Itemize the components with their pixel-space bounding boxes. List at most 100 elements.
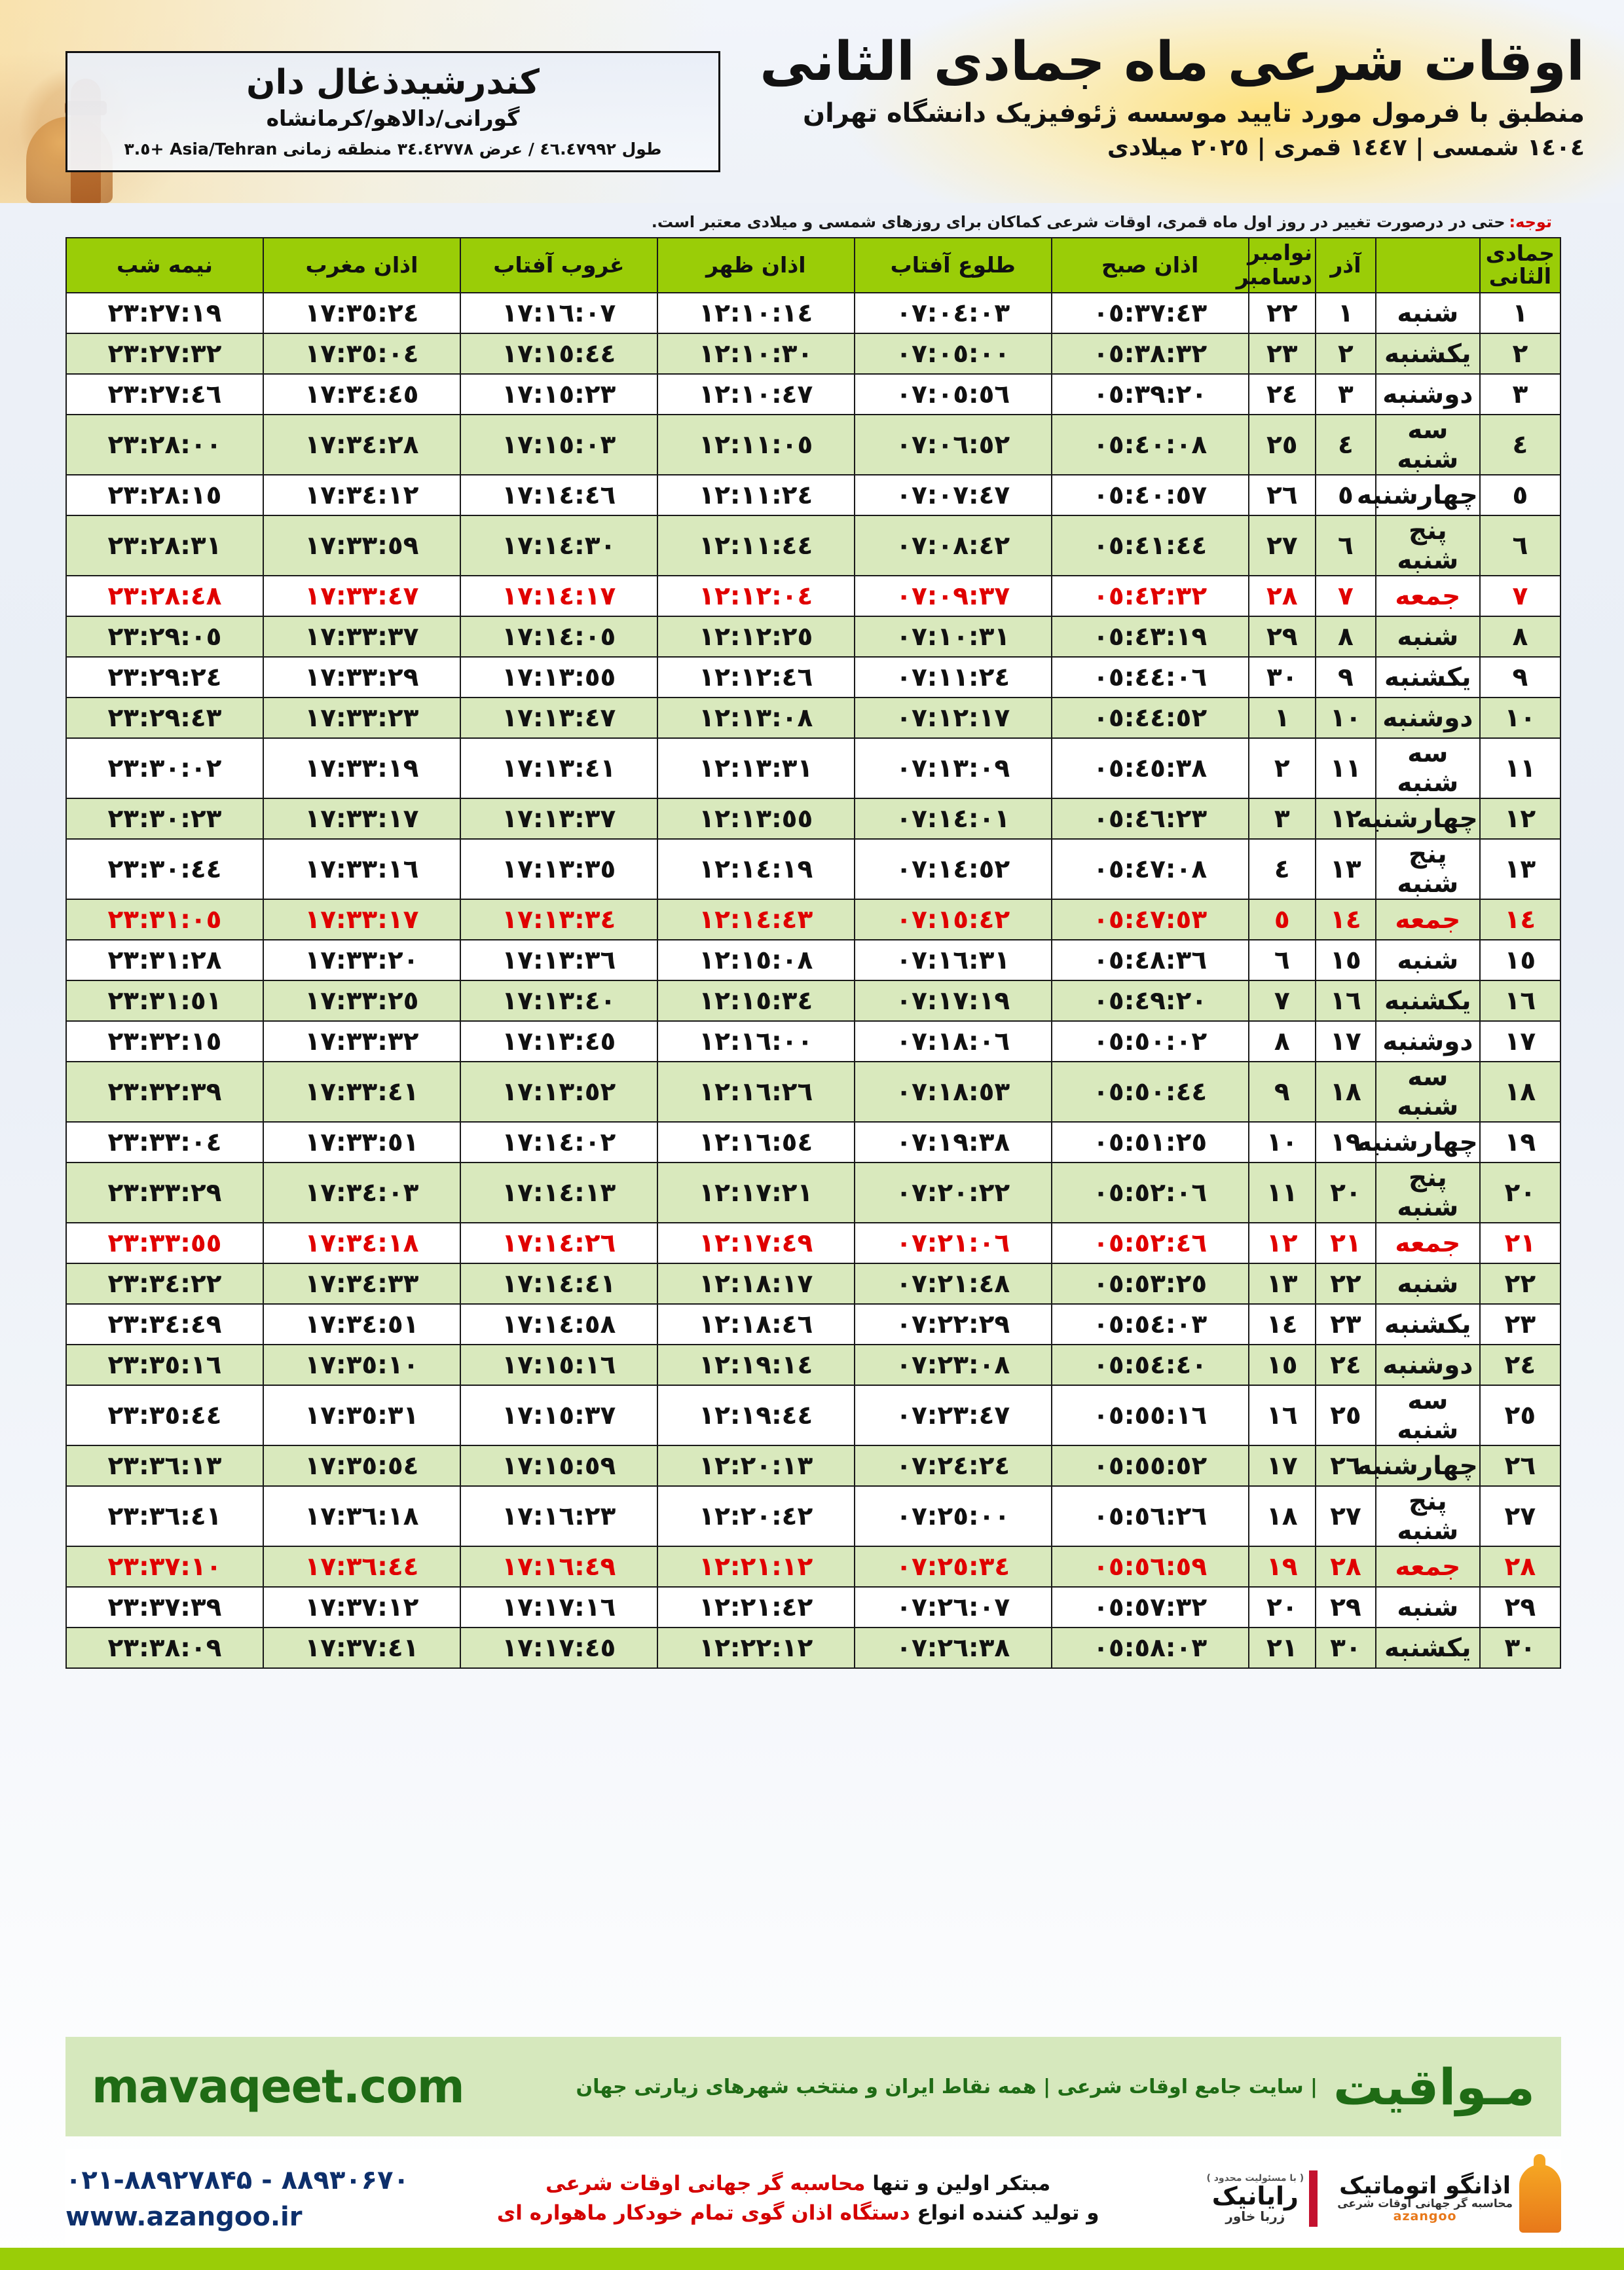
azangoo-minaret-icon [1519, 2154, 1561, 2233]
cell-sunset: ١٧:١٥:٣٧ [459, 1385, 658, 1446]
cell-maghrib: ١٧:٣٣:٢٣ [262, 697, 461, 739]
cell-novdec: ١١ [1247, 1162, 1316, 1223]
cell-sunrise: ٠٧:٠٥:٠٠ [853, 333, 1052, 375]
cell-fajr: ٠٥:٥٤:٤٠ [1050, 1344, 1249, 1386]
cell-jamadi: ١٠ [1479, 697, 1562, 739]
cell-dayname: جمعه [1375, 1222, 1481, 1264]
cell-novdec: ١٢ [1247, 1222, 1316, 1264]
cell-fajr: ٠٥:٥٣:٢٥ [1050, 1263, 1249, 1305]
cell-midnight: ٢٣:٢٨:٣١ [65, 515, 264, 576]
location-path: گورانی/دالاهو/کرمانشاه [266, 105, 520, 132]
cell-jamadi: ٩ [1479, 656, 1562, 698]
cell-jamadi: ٤ [1479, 414, 1562, 475]
cell-novdec: ٢٠ [1247, 1586, 1316, 1628]
cell-maghrib: ١٧:٣٧:٤١ [262, 1627, 461, 1669]
cell-midnight: ٢٣:٣١:٢٨ [65, 939, 264, 981]
cell-dhuhr: ١٢:١١:٤٤ [656, 515, 855, 576]
table-row: ١٤ جمعه ١٤ ٥ ٠٥:٤٧:٥٣ ٠٧:١٥:٤٢ ١٢:١٤:٤٣ ١٧:١٣:٣… [65, 899, 1562, 940]
cell-fajr: ٠٥:٤٨:٣٦ [1050, 939, 1249, 981]
cell-sunset: ١٧:١٤:١٧ [459, 575, 658, 617]
cell-novdec: ٩ [1247, 1061, 1316, 1123]
azangoo-subtitle: محاسبه گر جهانی اوقات شرعی [1337, 2197, 1513, 2210]
header-dayname [1375, 237, 1481, 293]
table-row: ٤ سه شنبه ٤ ٢٥ ٠٥:٤٠:٠٨ ٠٧:٠٦:٥٢ ١٢:١١:٠٥ ١٧:١٥… [65, 414, 1562, 475]
cell-dhuhr: ١٢:١١:٠٥ [656, 414, 855, 475]
cell-azar: ٧ [1314, 575, 1376, 617]
cell-dhuhr: ١٢:١٥:٣٤ [656, 980, 855, 1022]
cell-jamadi: ٢٧ [1479, 1485, 1562, 1547]
table-body: ١ شنبه ١ ٢٢ ٠٥:٣٧:٤٣ ٠٧:٠٤:٠٣ ١٢:١٠:١٤ ١٧:١٦:٠٧… [65, 292, 1562, 1669]
cell-sunset: ١٧:١٣:٣٧ [459, 798, 658, 840]
cell-dayname: یکشنبه [1375, 333, 1481, 375]
cell-azar: ١٨ [1314, 1061, 1376, 1123]
table-row: ١٥ شنبه ١٥ ٦ ٠٥:٤٨:٣٦ ٠٧:١٦:٣١ ١٢:١٥:٠٨ ١٧:١٣:٣… [65, 939, 1562, 981]
cell-fajr: ٠٥:٥٥:١٦ [1050, 1385, 1249, 1446]
cell-sunset: ١٧:١٣:٥٥ [459, 656, 658, 698]
cell-dhuhr: ١٢:٢٢:١٢ [656, 1627, 855, 1669]
table-row: ١٧ دوشنبه ١٧ ٨ ٠٥:٥٠:٠٢ ٠٧:١٨:٠٦ ١٢:١٦:٠٠ ١٧:١٣… [65, 1020, 1562, 1062]
cell-dayname: سه شنبه [1375, 737, 1481, 799]
cell-azar: ٣ [1314, 373, 1376, 415]
cell-midnight: ٢٣:٣٧:٣٩ [65, 1586, 264, 1628]
cell-maghrib: ١٧:٣٣:٣٧ [262, 616, 461, 658]
cell-sunrise: ٠٧:٢٣:٠٨ [853, 1344, 1052, 1386]
cell-fajr: ٠٥:٤٠:٠٨ [1050, 414, 1249, 475]
cell-dhuhr: ١٢:١٣:٠٨ [656, 697, 855, 739]
table-row: ٩ یکشنبه ٩ ٣٠ ٠٥:٤٤:٠٦ ٠٧:١١:٢٤ ١٢:١٢:٤٦ ١٧:١٣:… [65, 656, 1562, 698]
mavaqeet-url[interactable]: mavaqeet.com [92, 2060, 465, 2113]
cell-maghrib: ١٧:٣٣:٢٥ [262, 980, 461, 1022]
cell-azar: ٢٦ [1314, 1445, 1376, 1487]
cell-sunrise: ٠٧:٢١:٤٨ [853, 1263, 1052, 1305]
cell-dhuhr: ١٢:١٠:٣٠ [656, 333, 855, 375]
cell-sunset: ١٧:١٥:١٦ [459, 1344, 658, 1386]
cell-midnight: ٢٣:٣٠:٢٣ [65, 798, 264, 840]
cell-novdec: ١٥ [1247, 1344, 1316, 1386]
cell-midnight: ٢٣:٣٥:١٦ [65, 1344, 264, 1386]
cell-maghrib: ١٧:٣٤:٠٣ [262, 1162, 461, 1223]
cell-sunrise: ٠٧:٠٦:٥٢ [853, 414, 1052, 475]
header-fajr: اذان صبح [1050, 237, 1249, 293]
cell-sunrise: ٠٧:٢٥:٠٠ [853, 1485, 1052, 1547]
cell-maghrib: ١٧:٣٤:٣٣ [262, 1263, 461, 1305]
cell-maghrib: ١٧:٣٤:١٨ [262, 1222, 461, 1264]
cell-dayname: شنبه [1375, 1263, 1481, 1305]
cell-dayname: یکشنبه [1375, 1627, 1481, 1669]
cell-dayname: شنبه [1375, 616, 1481, 658]
cell-midnight: ٢٣:٢٩:٤٣ [65, 697, 264, 739]
header-nov-dec: نوامبر دسامبر [1236, 237, 1316, 293]
cell-midnight: ٢٣:٣٦:١٣ [65, 1445, 264, 1487]
cell-azar: ٢١ [1314, 1222, 1376, 1264]
header-midnight: نیمه شب [65, 237, 264, 293]
cell-sunrise: ٠٧:١٣:٠٩ [853, 737, 1052, 799]
cell-sunset: ١٧:١٦:٠٧ [459, 292, 658, 334]
cell-sunrise: ٠٧:١٦:٣١ [853, 939, 1052, 981]
cell-sunset: ١٧:١٥:٠٣ [459, 414, 658, 475]
rayanik-subtitle: زربا خاور [1225, 2208, 1285, 2224]
cell-novdec: ٢٣ [1247, 333, 1316, 375]
cell-sunrise: ٠٧:٢٤:٢٤ [853, 1445, 1052, 1487]
cell-maghrib: ١٧:٣٧:١٢ [262, 1586, 461, 1628]
cell-dayname: چهارشنبه [1357, 1121, 1481, 1163]
cell-azar: ١٩ [1314, 1121, 1376, 1163]
header-jamadi: جمادی الثانی [1479, 237, 1562, 293]
contact-website[interactable]: www.azangoo.ir [65, 2202, 303, 2232]
cell-dayname: یکشنبه [1375, 656, 1481, 698]
table-row: ١٨ سه شنبه ١٨ ٩ ٠٥:٥٠:٤٤ ٠٧:١٨:٥٣ ١٢:١٦:٢٦ ١٧:١… [65, 1061, 1562, 1123]
cell-sunset: ١٧:١٧:٤٥ [459, 1627, 658, 1669]
cell-azar: ١٦ [1314, 980, 1376, 1022]
cell-sunset: ١٧:١٣:٤١ [459, 737, 658, 799]
cell-midnight: ٢٣:٣١:٥١ [65, 980, 264, 1022]
cell-dayname: پنج شنبه [1375, 838, 1481, 900]
cell-novdec: ٢٦ [1247, 474, 1316, 516]
cell-sunrise: ٠٧:١٤:٥٢ [853, 838, 1052, 900]
cell-fajr: ٠٥:٤١:٤٤ [1050, 515, 1249, 576]
cell-jamadi: ٢٨ [1479, 1546, 1562, 1588]
note-text: حتی در درصورت تغییر در روز اول ماه قمری،… [651, 213, 1505, 231]
table-header: جمادی الثانی آذر نوامبر دسامبر اذان صبح … [65, 237, 1562, 293]
cell-midnight: ٢٣:٢٨:٤٨ [65, 575, 264, 617]
company-slogan: مبتکر اولین و تنها محاسبه گر جهانی اوقات… [429, 2169, 1168, 2228]
cell-maghrib: ١٧:٣٣:٤١ [262, 1061, 461, 1123]
cell-maghrib: ١٧:٣٤:٥١ [262, 1303, 461, 1345]
cell-dhuhr: ١٢:١٢:٢٥ [656, 616, 855, 658]
cell-jamadi: ٢٥ [1479, 1385, 1562, 1446]
